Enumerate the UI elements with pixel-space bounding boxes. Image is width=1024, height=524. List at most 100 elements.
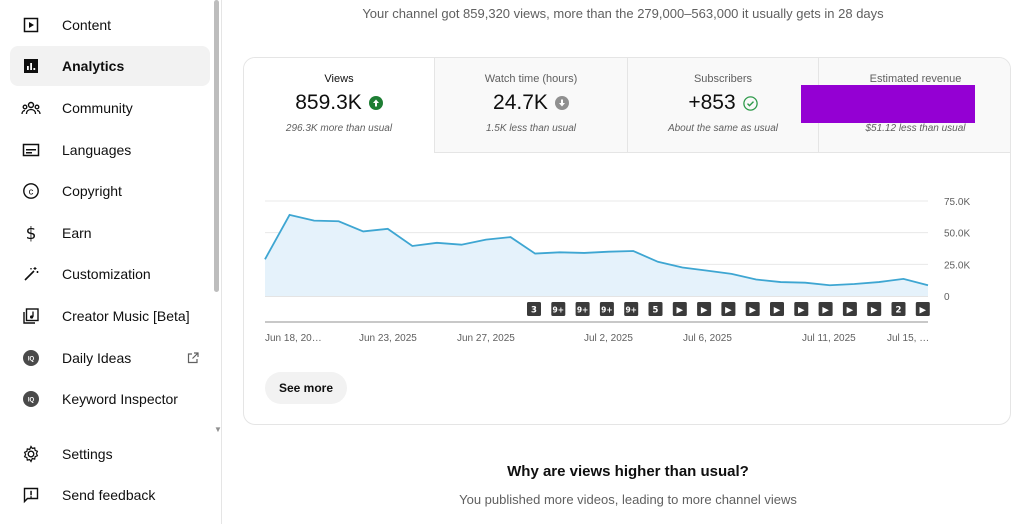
sidebar-item-content[interactable]: Content xyxy=(10,5,210,45)
video-marker-label: 9+ xyxy=(553,306,565,315)
tab-views[interactable]: Views 859.3K 296.3K more than usual xyxy=(244,58,435,153)
video-marker xyxy=(842,302,857,316)
video-marker-label: 9+ xyxy=(577,306,589,315)
feedback-icon xyxy=(20,484,42,506)
tab-comparison: $51.12 less than usual xyxy=(865,123,966,134)
tab-watch-time-hours[interactable]: Watch time (hours) 24.7K 1.5K less than us… xyxy=(435,58,628,153)
video-marker xyxy=(648,302,663,316)
keyword-inspector-icon: IQ xyxy=(20,388,42,410)
video-marker-label: ▶ xyxy=(920,306,927,316)
tab-value: +853 xyxy=(628,91,818,115)
x-tick-label: Jul 15, … xyxy=(887,333,929,344)
sidebar-item-keyword-inspector[interactable]: IQ Keyword Inspector xyxy=(10,379,210,419)
tab-comparison: 296.3K more than usual xyxy=(285,123,393,134)
sidebar-item-label: Send feedback xyxy=(62,487,156,503)
video-marker xyxy=(575,302,590,316)
tab-comparison: 1.5K less than usual xyxy=(485,123,577,134)
sidebar-item-label: Earn xyxy=(62,225,92,241)
tab-label: Subscribers xyxy=(693,73,753,85)
sidebar-item-label: Keyword Inspector xyxy=(62,391,178,407)
video-marker xyxy=(672,302,687,316)
video-marker xyxy=(624,302,639,316)
video-marker xyxy=(721,302,736,316)
video-marker-label: 5 xyxy=(653,306,659,316)
video-marker xyxy=(818,302,833,316)
video-marker xyxy=(599,302,614,316)
video-marker-label: 2 xyxy=(896,306,902,316)
tab-label: Watch time (hours) xyxy=(484,73,578,85)
tab-subscribers[interactable]: Subscribers +853 About the same as usual xyxy=(628,58,819,153)
video-marker-label: ▶ xyxy=(822,306,829,316)
sidebar-item-community[interactable]: Community xyxy=(10,88,210,128)
video-marker-label: ▶ xyxy=(677,306,684,316)
video-marker xyxy=(697,302,712,316)
tab-value: 859.3K xyxy=(244,91,434,115)
analytics-card: Views 859.3K 296.3K more than usual Watch t… xyxy=(243,57,1011,425)
svg-text:$: $ xyxy=(26,224,37,242)
tab-comparison: About the same as usual xyxy=(667,123,779,134)
sidebar-item-label: Customization xyxy=(62,266,151,282)
creator-music-icon xyxy=(20,305,42,327)
daily-ideas-icon: IQ xyxy=(20,347,42,369)
community-icon xyxy=(20,97,42,119)
sidebar-item-daily-ideas[interactable]: IQ Daily Ideas xyxy=(10,338,210,378)
x-tick-label: Jun 18, 20… xyxy=(265,333,322,344)
video-marker xyxy=(770,302,784,316)
video-marker-label: ▶ xyxy=(871,306,878,316)
y-tick-label: 0 xyxy=(944,292,950,303)
sidebar-item-label: Copyright xyxy=(62,183,122,199)
views-headline: Your channel got 859,320 views, more tha… xyxy=(362,6,884,21)
video-marker-label: 9+ xyxy=(601,306,613,315)
views-chart: 75.0K 50.0K 25.0K 0 3 9+ 9+ 9+ 9+ 5 ▶ ▶ ▶ ▶ ▶ ▶ ▶ ▶ ▶ 2 ▶ Jun… xyxy=(264,197,970,344)
metric-value: 24.7K xyxy=(493,91,548,114)
sidebar-item-earn[interactable]: $ Earn xyxy=(10,213,210,253)
tab-label: Views xyxy=(324,73,354,85)
video-marker-label: ▶ xyxy=(725,306,732,316)
sidebar-item-copyright[interactable]: c Copyright xyxy=(10,171,210,211)
views-area xyxy=(265,214,928,296)
languages-icon xyxy=(20,139,42,161)
video-marker xyxy=(527,302,541,316)
views-line xyxy=(264,213,929,287)
sidebar-item-customization[interactable]: Customization xyxy=(10,254,210,294)
sidebar-item-settings[interactable]: Settings xyxy=(10,434,210,474)
x-tick-label: Jun 27, 2025 xyxy=(457,333,515,344)
tab-label: Estimated revenue xyxy=(869,73,962,85)
video-marker xyxy=(551,302,566,316)
sidebar-item-label: Community xyxy=(62,100,133,116)
sidebar-item-label: Content xyxy=(62,17,112,33)
revenue-redaction xyxy=(801,85,975,123)
sidebar-item-languages[interactable]: Languages xyxy=(10,130,210,170)
customization-icon xyxy=(20,263,42,285)
analytics-icon xyxy=(20,55,42,77)
video-marker-label: ▶ xyxy=(798,306,805,316)
video-marker xyxy=(794,302,809,316)
tab-value: 24.7K xyxy=(435,91,627,115)
see-more-button[interactable]: See more xyxy=(265,372,348,404)
x-tick-label: Jul 6, 2025 xyxy=(683,333,732,344)
sidebar-item-label: Daily Ideas xyxy=(62,350,132,366)
sidebar-item-creator-music-beta[interactable]: Creator Music [Beta] xyxy=(10,296,210,336)
video-marker-label: 3 xyxy=(531,306,537,316)
y-tick-label: 75.0K xyxy=(944,197,970,208)
video-marker-label: ▶ xyxy=(847,306,854,316)
check-circle-icon xyxy=(742,95,758,111)
sidebar-scrollbar[interactable] xyxy=(214,0,219,292)
y-tick-label: 50.0K xyxy=(944,229,970,240)
sidebar-item-analytics[interactable]: Analytics xyxy=(10,46,210,86)
video-marker-label: 9+ xyxy=(625,306,637,315)
scroll-down-arrow-icon[interactable]: ▼ xyxy=(214,425,222,434)
sidebar-item-send-feedback[interactable]: Send feedback xyxy=(10,475,210,515)
svg-text:IQ: IQ xyxy=(28,356,35,362)
sidebar: Content Analytics Community Languages c Copyr… xyxy=(0,0,222,524)
video-marker-label: ▶ xyxy=(774,306,781,316)
video-marker xyxy=(745,302,760,316)
metric-value: 859.3K xyxy=(295,91,362,114)
arrow-up-icon xyxy=(368,96,383,110)
metric-value: +853 xyxy=(688,91,736,114)
video-marker xyxy=(915,302,930,316)
why-title: Why are views higher than usual? xyxy=(507,463,749,480)
x-tick-label: Jul 2, 2025 xyxy=(584,333,633,344)
video-marker-label: ▶ xyxy=(749,306,756,316)
y-tick-label: 25.0K xyxy=(944,260,970,271)
